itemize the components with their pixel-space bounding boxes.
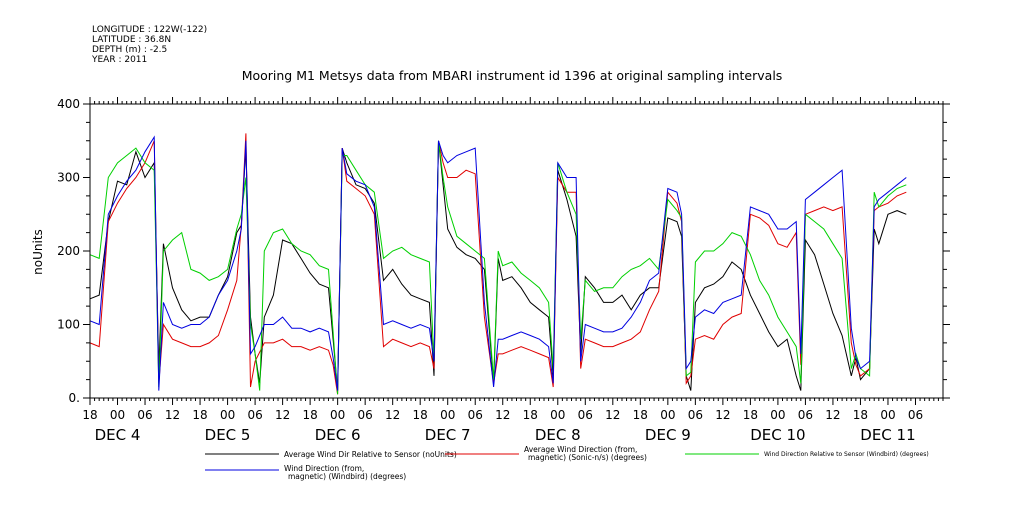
x-day-label: DEC 4 [95,426,141,444]
x-tick-label: 06 [137,408,152,422]
meta-depth: DEPTH (m) : -2.5 [92,45,167,55]
x-tick-label: 06 [578,408,593,422]
x-tick-label: 06 [247,408,262,422]
meta-longitude: LONGITUDE : 122W(-122) [92,25,207,35]
chart-title: Mooring M1 Metsys data from MBARI instru… [242,68,783,83]
x-tick-label: 00 [880,408,895,422]
x-tick-label: 12 [825,408,840,422]
y-axis-label: noUnits [31,229,45,275]
x-tick-label: 06 [798,408,813,422]
x-tick-label: 12 [715,408,730,422]
meta-latitude: LATITUDE : 36.8N [92,35,171,45]
x-tick-label: 12 [165,408,180,422]
metadata-block: LONGITUDE : 122W(-122) LATITUDE : 36.8N … [91,25,207,65]
legend-label-3: Wind Direction Relative to Sensor (Windb… [764,451,929,458]
x-tick-label: 12 [495,408,510,422]
y-tick-label: 300 [57,171,80,185]
x-tick-label: 12 [605,408,620,422]
x-tick-label: 06 [688,408,703,422]
x-day-label: DEC 11 [860,426,915,444]
x-day-label: DEC 6 [315,426,361,444]
meta-year: YEAR : 2011 [91,55,147,65]
x-day-label: DEC 8 [535,426,581,444]
legend-label-2: magnetic) (Sonic-n/s) (degrees) [528,453,647,462]
x-tick-label: 18 [853,408,868,422]
x-tick-label: 00 [550,408,565,422]
legend-label-4: magnetic) (Windbird) (degrees) [288,472,406,481]
x-tick-label: 06 [468,408,483,422]
y-tick-label: 0. [69,391,80,405]
x-tick-label: 18 [192,408,207,422]
legend: Average Wind Dir Relative to Sensor (noU… [205,445,929,481]
axes: 0. 100 200 300 400 18 00 06 12 18 00 06 12 18 00 06 12 18… [57,97,950,444]
x-tick-label: 12 [275,408,290,422]
legend-label-2: Average Wind Direction (from, [524,445,637,454]
x-tick-label: 00 [220,408,235,422]
series-lines [89,133,907,395]
x-tick-label: 00 [660,408,675,422]
x-tick-label: 18 [743,408,758,422]
series-line-4 [89,135,907,391]
plot-frame [89,103,944,399]
x-tick-label: 00 [330,408,345,422]
series-line-3 [89,140,907,395]
x-tick-label: 00 [440,408,455,422]
x-tick-label: 18 [413,408,428,422]
x-tick-label: 18 [633,408,648,422]
x-tick-label: 18 [523,408,538,422]
x-day-label: DEC 5 [205,426,251,444]
x-tick-label: 06 [908,408,923,422]
x-tick-label: 06 [358,408,373,422]
x-day-label: DEC 7 [425,426,471,444]
x-day-label: DEC 9 [645,426,691,444]
x-day-label: DEC 10 [750,426,805,444]
x-tick-label: 18 [302,408,317,422]
y-tick-label: 400 [57,97,80,111]
series-line-2 [89,133,907,395]
x-tick-label: 18 [82,408,97,422]
y-tick-label: 200 [57,244,80,258]
legend-label-1: Average Wind Dir Relative to Sensor (noU… [284,450,457,459]
y-tick-label: 100 [57,318,80,332]
x-tick-label: 00 [110,408,125,422]
x-tick-label: 00 [770,408,785,422]
x-tick-label: 12 [385,408,400,422]
legend-label-4: Wind Direction (from, [284,464,364,473]
